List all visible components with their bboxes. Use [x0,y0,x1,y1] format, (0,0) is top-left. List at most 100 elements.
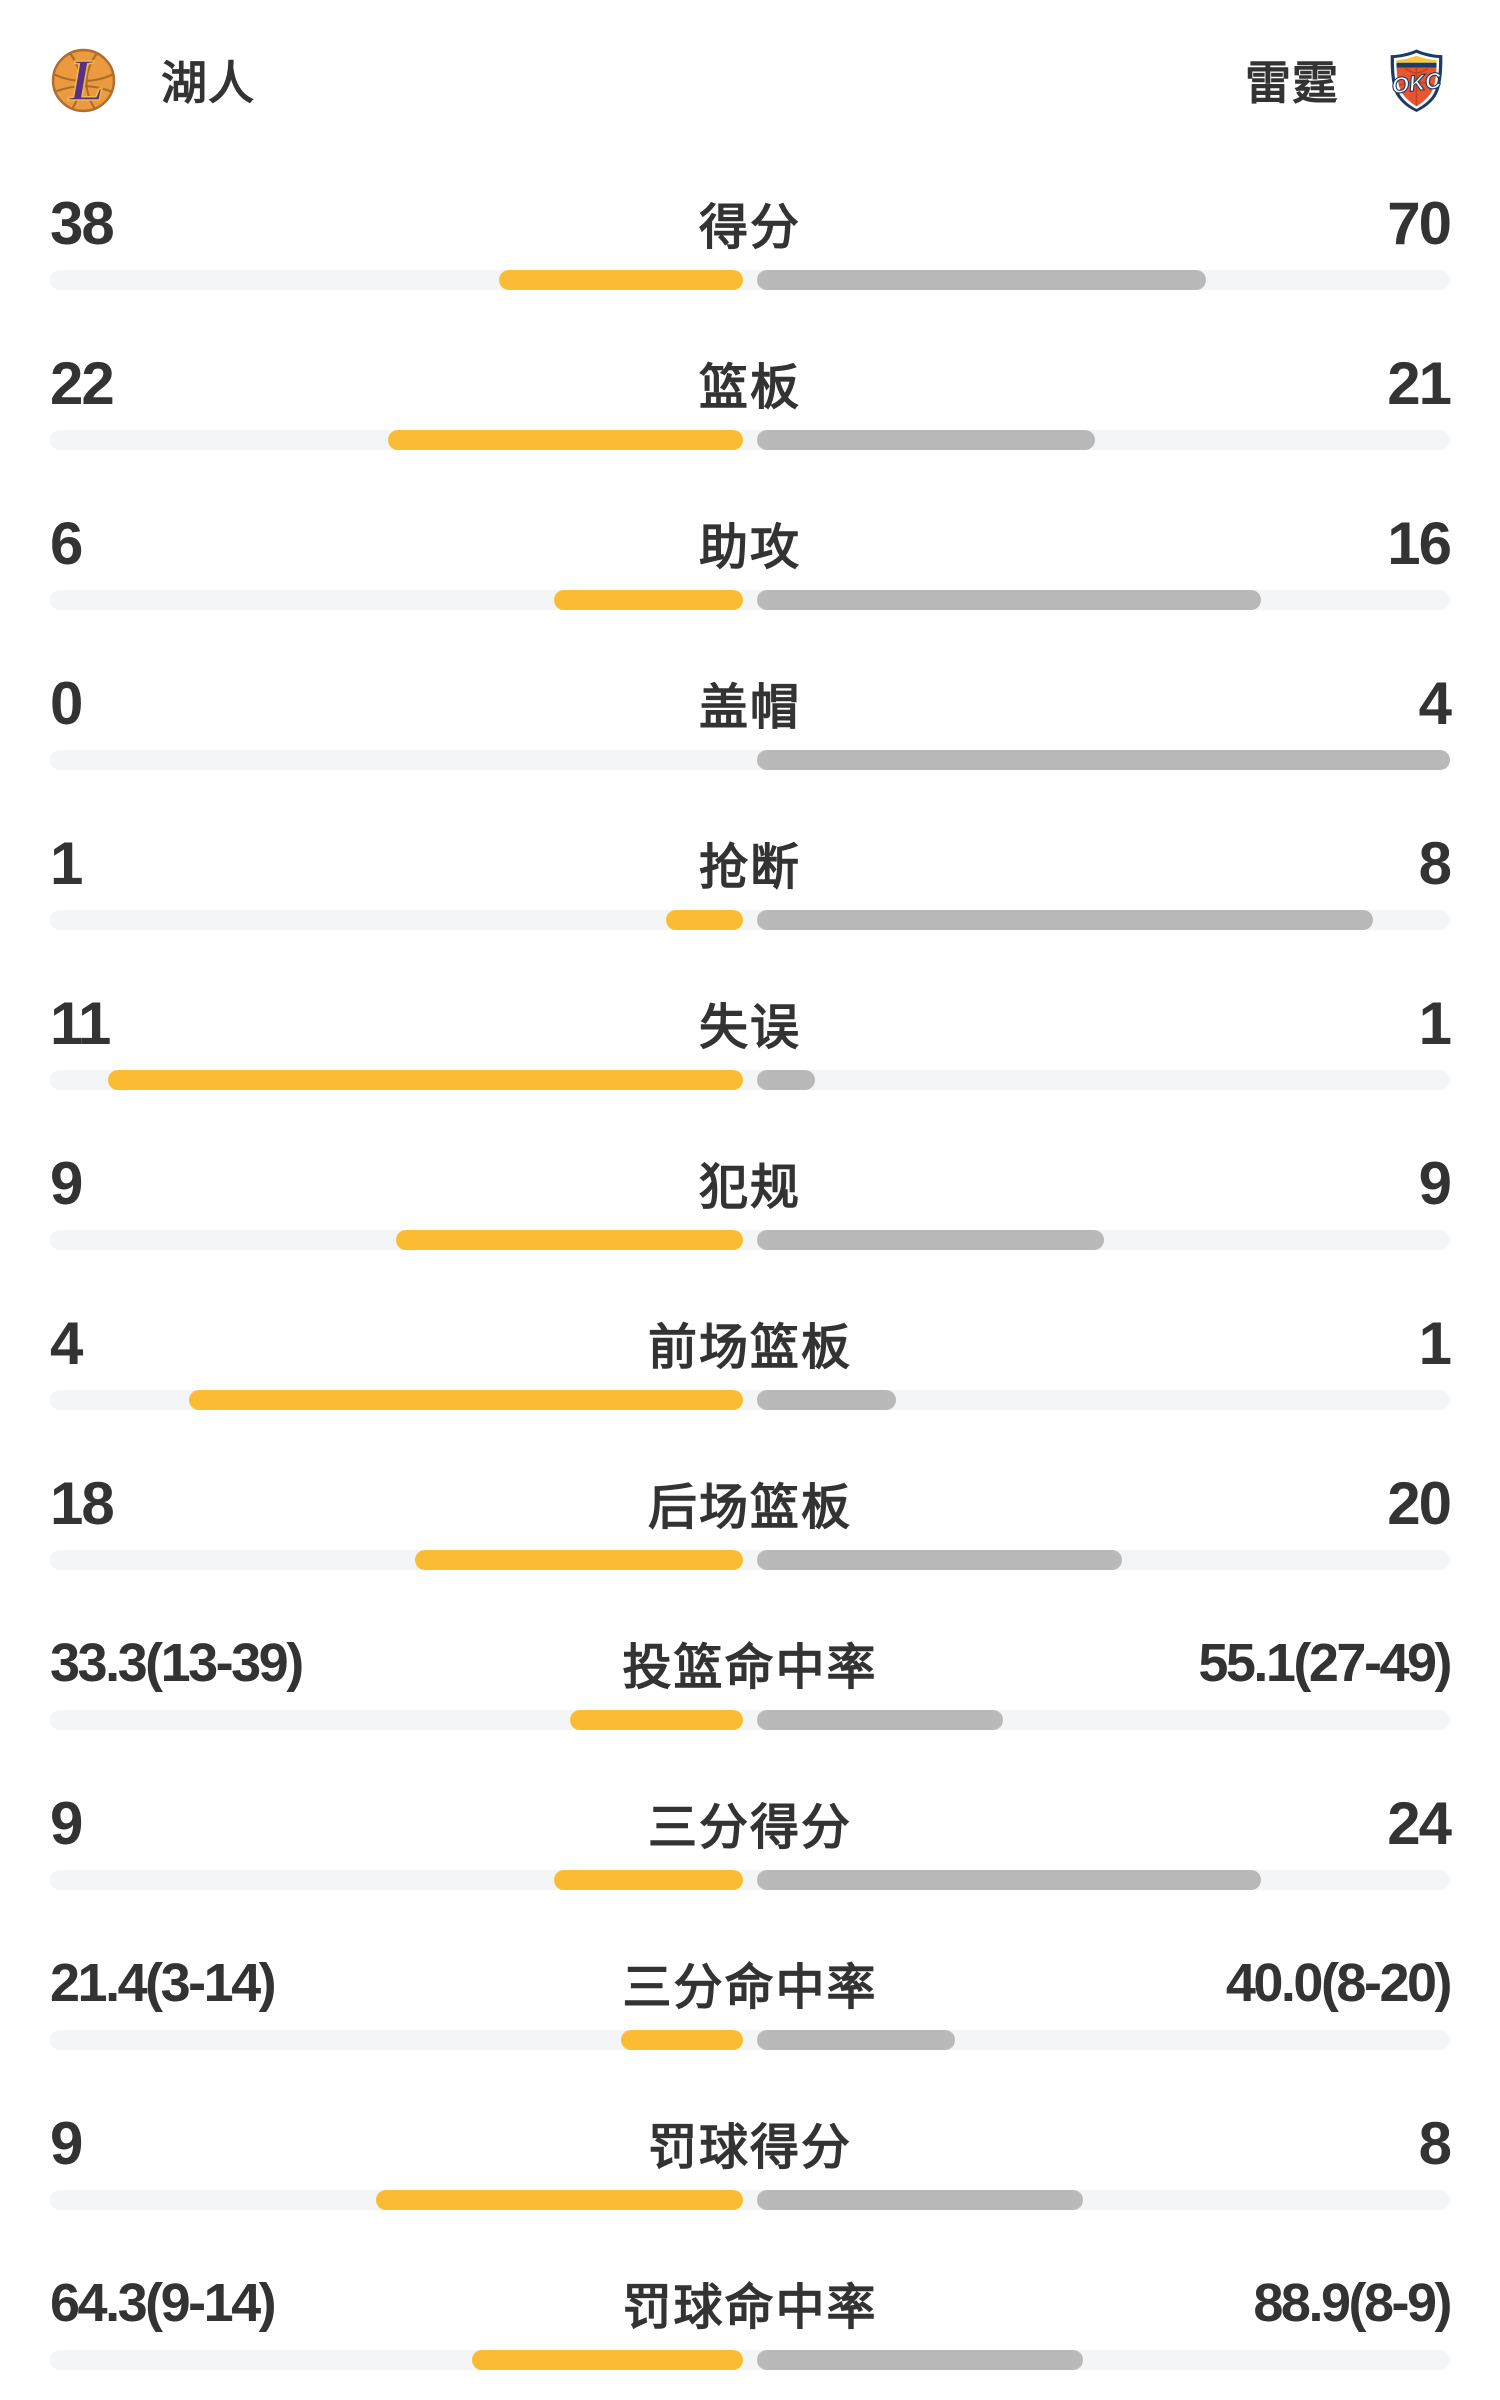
stat-bars [50,2030,1450,2050]
stat-row-text: 38 得分 70 [50,189,1452,257]
stat-label: 得分 [698,200,801,255]
home-bar [415,1550,743,1570]
stat-bars [50,1230,1450,1250]
bar-track [50,2190,1450,2210]
stat-row: 11 失误 1 [0,960,1500,1120]
bar-track [50,1710,1450,1730]
away-bar [757,910,1373,930]
stat-label: 犯规 [698,1160,801,1215]
home-value: 4 [50,1309,83,1377]
stat-row: 4 前场篮板 1 [0,1280,1500,1440]
stat-row-text: 64.3(9-14) 罚球命中率 88.9(8-9) [50,2270,1453,2336]
stat-row: 0 盖帽 4 [0,640,1500,800]
bar-track [50,1550,1450,1570]
stat-row-text: 33.3(13-39) 投篮命中率 55.1(27-49) [50,1630,1453,1696]
stat-row: 33.3(13-39) 投篮命中率 55.1(27-49) [0,1600,1500,1760]
stat-row: 21.4(3-14) 三分命中率 40.0(8-20) [0,1920,1500,2080]
home-value: 33.3(13-39) [50,1633,304,1693]
home-bar [499,270,743,290]
stat-bars [50,750,1450,770]
home-bar [570,1710,743,1730]
stat-label: 盖帽 [698,680,801,735]
away-value: 4 [1418,669,1452,737]
svg-text:L: L [68,47,105,112]
away-bar [757,2350,1083,2370]
home-bar [388,430,743,450]
home-team-header[interactable]: L 湖人 [50,47,255,114]
away-bar [757,270,1206,290]
stat-row: 9 罚球得分 8 [0,2080,1500,2240]
home-value: 0 [50,669,83,737]
away-bar [757,1550,1122,1570]
away-bar [757,1070,815,1090]
away-value: 1 [1418,989,1452,1057]
home-value: 6 [50,509,83,577]
stat-row: 18 后场篮板 20 [0,1440,1500,1600]
home-bar [396,1230,743,1250]
stat-label: 罚球命中率 [622,2280,878,2335]
home-team-name: 湖人 [161,57,255,109]
stat-label: 抢断 [698,840,801,895]
stat-label: 失误 [698,1000,801,1055]
okc-logo-icon: OKC [1390,49,1444,112]
stat-label: 助攻 [698,520,801,575]
stat-row-text: 11 失误 1 [50,989,1452,1057]
away-value: 24 [1387,1789,1452,1857]
stat-row-text: 9 三分得分 24 [50,1789,1452,1857]
home-value: 9 [50,2109,83,2177]
stat-bars [50,1550,1450,1570]
home-bar [189,1390,743,1410]
stat-label: 篮板 [698,360,801,415]
bar-track [50,2350,1450,2370]
away-bar [757,1230,1104,1250]
home-value: 9 [50,1149,83,1217]
home-bar [621,2030,743,2050]
stat-row-text: 4 前场篮板 1 [50,1309,1452,1377]
stat-bars [50,2190,1450,2210]
stat-row-text: 6 助攻 16 [50,509,1452,577]
home-value: 11 [50,989,111,1057]
stat-row: 9 三分得分 24 [0,1760,1500,1920]
stats-list: 38 得分 70 22 篮板 21 6 助攻 16 [0,160,1500,2400]
home-bar [554,1870,743,1890]
stat-row-text: 9 犯规 9 [50,1149,1452,1217]
away-value: 20 [1387,1469,1452,1537]
stat-row: 1 抢断 8 [0,800,1500,960]
away-value: 1 [1418,1309,1452,1377]
stat-label: 三分得分 [647,1800,852,1855]
away-value: 70 [1387,189,1452,257]
away-value: 55.1(27-49) [1198,1633,1452,1693]
home-bar [472,2350,743,2370]
home-value: 64.3(9-14) [50,2273,277,2333]
away-value: 9 [1418,1149,1452,1217]
home-value: 1 [50,829,83,897]
stat-bars [50,1390,1450,1410]
stat-bars [50,2350,1450,2370]
home-bar [666,910,743,930]
stat-label: 后场篮板 [647,1480,852,1535]
stat-bars [50,270,1450,290]
home-value: 21.4(3-14) [50,1953,277,2013]
stat-bars [50,910,1450,930]
stat-row-text: 9 罚球得分 8 [50,2109,1452,2177]
away-bar [757,1870,1261,1890]
stat-label: 三分命中率 [622,1960,878,2015]
away-value: 21 [1387,349,1452,417]
home-value: 38 [50,189,115,257]
stat-row-text: 21.4(3-14) 三分命中率 40.0(8-20) [50,1950,1453,2016]
stat-bars [50,1870,1450,1890]
stat-row: 22 篮板 21 [0,320,1500,480]
home-value: 18 [50,1469,115,1537]
stat-label: 罚球得分 [647,2120,852,2175]
stat-row: 9 犯规 9 [0,1120,1500,1280]
away-value: 16 [1387,509,1452,577]
away-team-header[interactable]: 雷霆 OKC [1245,47,1450,114]
away-bar [757,750,1450,770]
away-bar [757,1710,1003,1730]
stat-row-text: 22 篮板 21 [50,349,1452,417]
home-value: 22 [50,349,115,417]
stat-bars [50,1710,1450,1730]
away-bar [757,590,1261,610]
stat-bars [50,430,1450,450]
